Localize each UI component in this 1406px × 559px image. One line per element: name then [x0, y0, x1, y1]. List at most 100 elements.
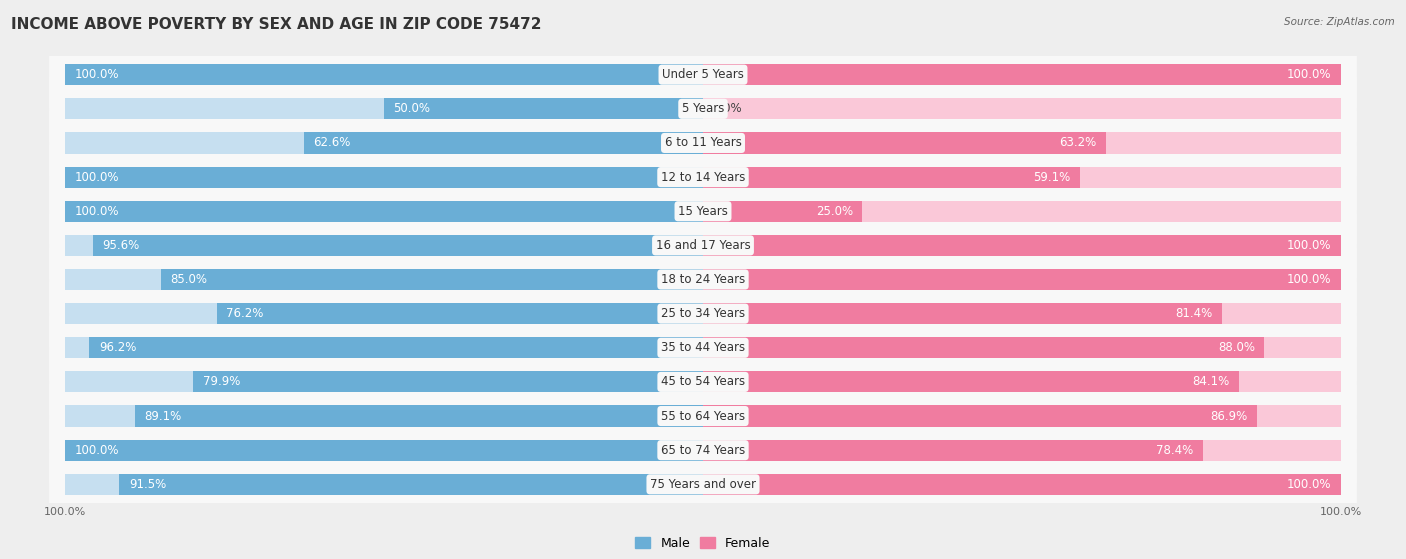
Text: 100.0%: 100.0% — [75, 444, 120, 457]
Bar — [90, 337, 703, 358]
FancyBboxPatch shape — [49, 281, 1357, 415]
Bar — [703, 201, 1341, 222]
FancyBboxPatch shape — [49, 110, 1357, 244]
Bar — [703, 235, 1341, 256]
Bar — [65, 98, 703, 120]
Bar — [703, 132, 1107, 154]
Text: 18 to 24 Years: 18 to 24 Years — [661, 273, 745, 286]
Text: 85.0%: 85.0% — [170, 273, 207, 286]
Text: 50.0%: 50.0% — [394, 102, 430, 115]
Bar — [65, 405, 703, 427]
Bar — [65, 64, 703, 86]
Bar — [65, 167, 703, 188]
Bar — [703, 303, 1222, 324]
Text: 76.2%: 76.2% — [226, 307, 264, 320]
Bar — [703, 371, 1240, 392]
Text: 16 and 17 Years: 16 and 17 Years — [655, 239, 751, 252]
Text: 35 to 44 Years: 35 to 44 Years — [661, 342, 745, 354]
Bar — [65, 132, 703, 154]
Bar — [120, 473, 703, 495]
Bar — [703, 98, 1341, 120]
Bar — [703, 439, 1204, 461]
FancyBboxPatch shape — [49, 246, 1357, 381]
FancyBboxPatch shape — [49, 212, 1357, 347]
Text: 0.0%: 0.0% — [713, 102, 742, 115]
Bar — [65, 439, 703, 461]
Text: 100.0%: 100.0% — [75, 68, 120, 81]
Bar — [703, 167, 1341, 188]
Bar — [65, 201, 703, 222]
Bar — [217, 303, 703, 324]
Text: 100.0%: 100.0% — [75, 205, 120, 217]
Text: 91.5%: 91.5% — [129, 478, 166, 491]
Bar — [65, 303, 703, 324]
FancyBboxPatch shape — [49, 75, 1357, 210]
Bar — [65, 167, 703, 188]
Bar — [304, 132, 703, 154]
FancyBboxPatch shape — [49, 144, 1357, 278]
Bar — [703, 235, 1341, 256]
Bar — [703, 337, 1264, 358]
Bar — [703, 269, 1341, 290]
Bar — [65, 439, 703, 461]
Text: 78.4%: 78.4% — [1156, 444, 1194, 457]
Text: 100.0%: 100.0% — [1286, 239, 1331, 252]
Text: Under 5 Years: Under 5 Years — [662, 68, 744, 81]
FancyBboxPatch shape — [49, 315, 1357, 449]
Bar — [65, 337, 703, 358]
Bar — [65, 235, 703, 256]
Bar — [65, 473, 703, 495]
Bar — [703, 64, 1341, 86]
Text: 25 to 34 Years: 25 to 34 Years — [661, 307, 745, 320]
Text: 75 Years and over: 75 Years and over — [650, 478, 756, 491]
FancyBboxPatch shape — [49, 349, 1357, 484]
Text: 86.9%: 86.9% — [1211, 410, 1247, 423]
Text: 63.2%: 63.2% — [1059, 136, 1097, 149]
Text: 96.2%: 96.2% — [98, 342, 136, 354]
Bar — [93, 235, 703, 256]
Legend: Male, Female: Male, Female — [630, 532, 776, 555]
Text: 5 Years: 5 Years — [682, 102, 724, 115]
Bar — [65, 64, 703, 86]
Text: 59.1%: 59.1% — [1033, 170, 1070, 183]
Bar — [703, 269, 1341, 290]
Bar — [703, 405, 1257, 427]
Bar — [384, 98, 703, 120]
Text: 100.0%: 100.0% — [1286, 68, 1331, 81]
Text: 89.1%: 89.1% — [145, 410, 181, 423]
Bar — [65, 371, 703, 392]
FancyBboxPatch shape — [49, 178, 1357, 313]
Text: 100.0%: 100.0% — [1286, 273, 1331, 286]
Bar — [193, 371, 703, 392]
FancyBboxPatch shape — [49, 383, 1357, 518]
Text: 12 to 14 Years: 12 to 14 Years — [661, 170, 745, 183]
Text: INCOME ABOVE POVERTY BY SEX AND AGE IN ZIP CODE 75472: INCOME ABOVE POVERTY BY SEX AND AGE IN Z… — [11, 17, 541, 32]
Text: 6 to 11 Years: 6 to 11 Years — [665, 136, 741, 149]
Bar — [703, 439, 1341, 461]
Bar — [703, 303, 1341, 324]
Text: 55 to 64 Years: 55 to 64 Years — [661, 410, 745, 423]
Bar — [703, 405, 1341, 427]
Bar — [703, 371, 1341, 392]
Text: 45 to 54 Years: 45 to 54 Years — [661, 376, 745, 389]
Bar — [703, 473, 1341, 495]
Bar — [65, 269, 703, 290]
FancyBboxPatch shape — [49, 417, 1357, 552]
Text: Source: ZipAtlas.com: Source: ZipAtlas.com — [1284, 17, 1395, 27]
FancyBboxPatch shape — [49, 41, 1357, 176]
Bar — [703, 132, 1341, 154]
Text: 84.1%: 84.1% — [1192, 376, 1230, 389]
Bar — [160, 269, 703, 290]
Bar — [703, 337, 1341, 358]
Text: 25.0%: 25.0% — [815, 205, 853, 217]
Text: 100.0%: 100.0% — [75, 170, 120, 183]
Bar — [65, 201, 703, 222]
Text: 88.0%: 88.0% — [1218, 342, 1254, 354]
Text: 15 Years: 15 Years — [678, 205, 728, 217]
Text: 65 to 74 Years: 65 to 74 Years — [661, 444, 745, 457]
Text: 100.0%: 100.0% — [1286, 478, 1331, 491]
Bar — [135, 405, 703, 427]
Bar — [703, 201, 862, 222]
Text: 95.6%: 95.6% — [103, 239, 141, 252]
Text: 79.9%: 79.9% — [202, 376, 240, 389]
